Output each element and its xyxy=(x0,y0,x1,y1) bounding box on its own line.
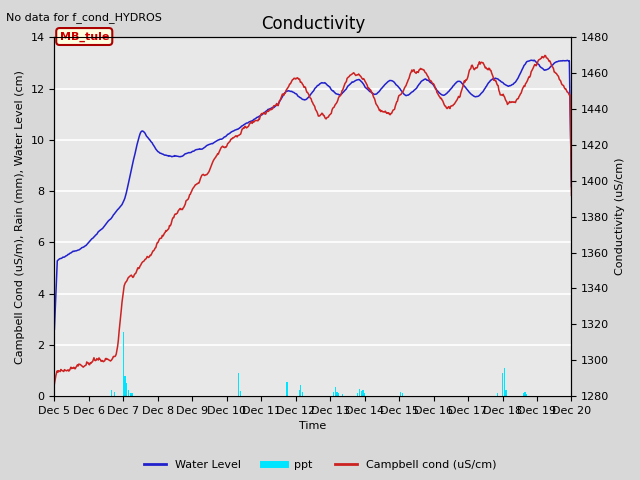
Bar xyxy=(338,393,339,396)
Bar xyxy=(364,393,365,396)
Title: Conductivity: Conductivity xyxy=(261,15,365,33)
Text: No data for f_cond_HYDROS: No data for f_cond_HYDROS xyxy=(6,12,163,23)
Bar xyxy=(497,393,498,396)
Y-axis label: Conductivity (uS/cm): Conductivity (uS/cm) xyxy=(615,158,625,276)
Text: MB_tule: MB_tule xyxy=(60,31,109,42)
Bar xyxy=(506,390,507,396)
Bar xyxy=(526,394,527,396)
Bar xyxy=(126,384,127,396)
Bar xyxy=(504,368,505,396)
Bar xyxy=(360,391,362,396)
Bar xyxy=(111,390,112,396)
Bar xyxy=(335,387,336,396)
Bar xyxy=(362,391,364,396)
Bar xyxy=(124,376,125,396)
Bar xyxy=(287,382,288,396)
Bar xyxy=(128,390,129,396)
Bar xyxy=(298,390,300,396)
Bar xyxy=(333,392,334,396)
Y-axis label: Campbell Cond (uS/m), Rain (mm), Water Level (cm): Campbell Cond (uS/m), Rain (mm), Water L… xyxy=(15,70,25,364)
Bar xyxy=(302,392,303,396)
Bar xyxy=(337,392,338,396)
Bar xyxy=(130,393,131,396)
Bar xyxy=(300,384,301,396)
X-axis label: Time: Time xyxy=(300,421,326,432)
Bar xyxy=(240,391,241,396)
Bar xyxy=(402,393,403,396)
Bar xyxy=(359,389,360,396)
Bar xyxy=(400,392,401,396)
Bar xyxy=(238,373,239,396)
Bar xyxy=(131,393,132,396)
Bar xyxy=(123,332,124,396)
Bar xyxy=(524,392,525,396)
Bar xyxy=(523,393,524,396)
Bar xyxy=(357,393,358,396)
Bar xyxy=(342,394,343,396)
Bar xyxy=(114,392,115,396)
Legend: Water Level, ppt, Campbell cond (uS/cm): Water Level, ppt, Campbell cond (uS/cm) xyxy=(140,456,500,474)
Bar xyxy=(502,373,503,396)
